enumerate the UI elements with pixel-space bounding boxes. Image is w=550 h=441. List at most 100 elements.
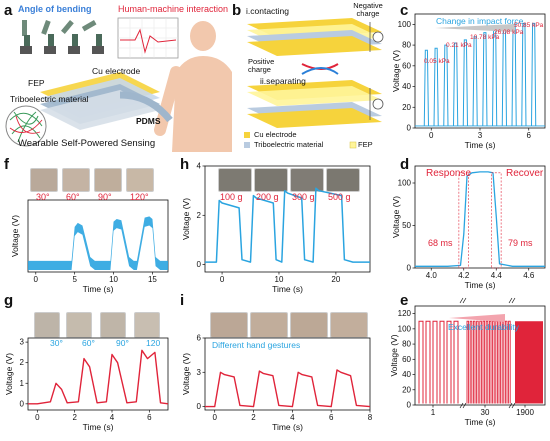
e-ytick-label: 80 <box>402 340 411 349</box>
d-ytick-label: 100 <box>398 179 412 188</box>
gesture-photo-2 <box>250 312 288 338</box>
weight-photo-300g <box>290 168 324 192</box>
f-angle-2: 60° <box>66 192 80 202</box>
d-ylabel: Voltage (V) <box>391 196 401 238</box>
e-ytick-label: 40 <box>402 370 411 379</box>
c-pulse <box>443 44 449 126</box>
i-ytick-label: 0 <box>197 402 202 411</box>
robot-hands-icon <box>20 20 104 54</box>
h-xlabel: Time (s) <box>272 284 303 294</box>
e-gradient-arrow-icon <box>449 314 505 322</box>
label-pdms: PDMS <box>136 116 161 126</box>
i-ytick-label: 6 <box>197 334 202 343</box>
d-xtick-label: 4.2 <box>458 271 470 280</box>
c-ytick-label: 80 <box>402 41 411 50</box>
panel-label-c: c <box>400 2 409 19</box>
f-xtick-label: 15 <box>148 275 157 284</box>
arm-photo-120 <box>126 168 154 192</box>
g-frame <box>27 337 169 411</box>
g-ytick-label: 2 <box>20 358 25 367</box>
d-frame <box>414 165 546 269</box>
h-mass-1: 100 g <box>220 192 243 202</box>
weight-photo-500g <box>326 168 360 192</box>
panel-label-a: a <box>4 2 13 19</box>
finger-photo-30 <box>34 312 60 338</box>
e-ytick-label: 60 <box>402 355 411 364</box>
i-frame <box>204 337 371 411</box>
legend-swatches <box>244 132 357 149</box>
d-xtick-label: 4.6 <box>523 271 535 280</box>
c-pulse <box>521 22 527 126</box>
panel-b-drawing <box>244 18 384 149</box>
legend-cu: Cu electrode <box>254 130 297 139</box>
gesture-photo-4 <box>330 312 368 338</box>
c-pulse <box>482 32 488 126</box>
gesture-photo-1 <box>210 312 248 338</box>
h-ylabel: Voltage (V) <box>181 198 191 240</box>
gesture-photo-3 <box>290 312 328 338</box>
g-xtick-label: 2 <box>72 413 77 422</box>
c-annotation: Change in impact force <box>436 16 524 26</box>
e-ytick-label: 100 <box>398 324 412 333</box>
d-xtick-label: 4.4 <box>491 271 503 280</box>
i-xtick-label: 6 <box>329 413 334 422</box>
panel-label-d: d <box>400 156 410 173</box>
panel-label-b: b <box>232 2 242 19</box>
c-pulse <box>453 42 459 126</box>
c-xtick-label: 0 <box>429 131 434 140</box>
label-triboelectric: Triboelectric material <box>10 94 89 104</box>
g-xtick-label: 6 <box>147 413 152 422</box>
f-angle-3: 90° <box>98 192 112 202</box>
g-angle-1: 30° <box>50 338 63 348</box>
d-ytick-label: 0 <box>407 264 412 273</box>
contact-state-icon <box>247 18 384 56</box>
h-ytick-label: 4 <box>197 162 202 171</box>
f-ylabel: Voltage (V) <box>10 215 20 257</box>
d-recover-window <box>491 172 502 269</box>
panel-label-h: h <box>180 156 190 173</box>
g-angle-2: 60° <box>82 338 95 348</box>
e-ytick-label: 20 <box>402 385 411 394</box>
e-xtick-label: 30 <box>481 408 490 417</box>
e-frame <box>414 305 546 406</box>
label-negative-charge: Negative charge <box>353 1 383 18</box>
g-ylabel: Voltage (V) <box>4 353 14 395</box>
g-series-line <box>28 349 169 405</box>
d-ytick-label: 50 <box>402 221 411 230</box>
panel-b: i.contacting Negative charge Positive ch… <box>232 0 397 152</box>
c-ylabel: Voltage (V) <box>391 50 401 92</box>
f-frame <box>27 199 169 273</box>
f-angle-1: 30° <box>36 192 50 202</box>
c-pressure-1: 0.05 kPa <box>424 58 450 65</box>
e-ylabel: Voltage (V) <box>389 334 399 376</box>
h-mass-4: 500 g <box>328 192 351 202</box>
panel-label-e: e <box>400 292 409 309</box>
d-series-line <box>415 171 545 267</box>
d-response: Response <box>426 168 472 179</box>
c-ytick-label: 40 <box>402 82 411 91</box>
f-xtick-label: 10 <box>109 275 118 284</box>
e-xlabel: Time (s) <box>465 417 496 427</box>
d-response-window <box>458 172 469 269</box>
legend-fep: FEP <box>358 140 373 149</box>
c-ytick-label: 20 <box>402 103 411 112</box>
e-pulses-late <box>515 321 543 404</box>
weight-photo-100g <box>218 168 252 192</box>
finger-photo-120 <box>134 312 160 338</box>
c-pressure-5: 50.85 kPa <box>514 22 544 29</box>
c-ytick-label: 60 <box>402 61 411 70</box>
label-fep: FEP <box>28 78 45 88</box>
panel-a-drawing <box>5 17 232 152</box>
arm-photo-60 <box>62 168 90 192</box>
d-xlabel: Time (s) <box>465 280 496 290</box>
signal-monitor-icon <box>117 17 179 59</box>
c-pressure-2: 0.21 kPa <box>446 42 472 49</box>
c-gradient-arrow-icon <box>435 24 515 32</box>
h-xtick-label: 10 <box>275 275 284 284</box>
i-series-line <box>205 369 371 408</box>
d-recover-time: 79 ms <box>508 238 533 248</box>
